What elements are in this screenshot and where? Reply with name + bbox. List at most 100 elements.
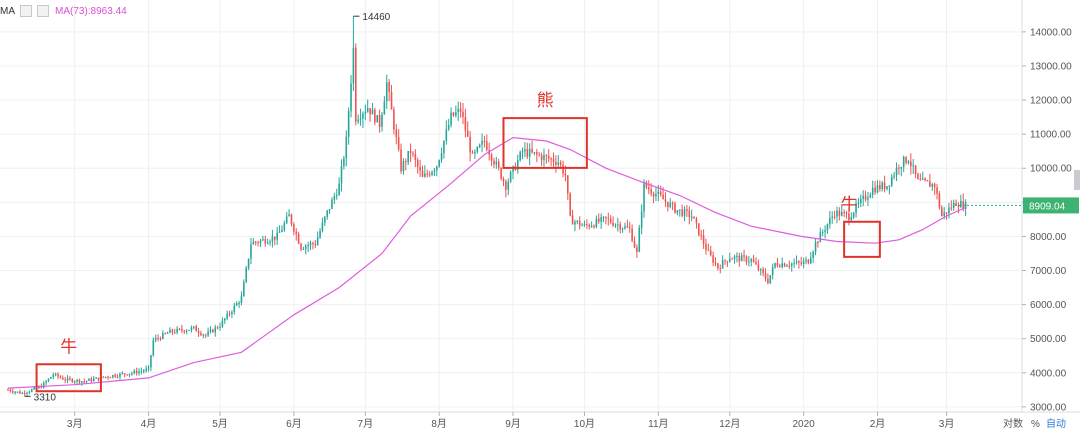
candle xyxy=(519,150,521,162)
highlight-box xyxy=(843,220,881,258)
candle xyxy=(545,154,548,164)
candle-body xyxy=(76,379,78,382)
candle-body xyxy=(886,186,888,189)
candle xyxy=(321,217,324,233)
candle xyxy=(90,376,93,384)
candle-body xyxy=(869,194,872,198)
candle-body xyxy=(138,371,140,374)
candle xyxy=(640,204,643,235)
candle-body xyxy=(755,262,757,265)
candle xyxy=(693,216,695,219)
candle-body xyxy=(855,203,857,213)
candle xyxy=(695,216,698,229)
candle-body xyxy=(664,199,667,202)
candle xyxy=(173,328,176,334)
candle xyxy=(126,374,128,376)
candle-body xyxy=(600,216,602,222)
candle-body xyxy=(11,391,14,393)
candle-body xyxy=(107,376,109,378)
candle xyxy=(59,375,62,379)
candle-body xyxy=(426,173,429,175)
candle-body xyxy=(140,371,143,373)
candle-body xyxy=(390,92,393,110)
candle xyxy=(812,250,814,263)
candle xyxy=(590,221,593,228)
candle xyxy=(474,149,476,160)
candle-body xyxy=(571,215,574,225)
candle-body xyxy=(557,162,560,165)
candle xyxy=(948,202,950,219)
percent-scale-toggle[interactable]: % xyxy=(1031,419,1040,430)
annotation-label: 牛 xyxy=(60,337,77,356)
settings-icon[interactable] xyxy=(20,5,32,17)
candle-body xyxy=(343,158,345,167)
candle xyxy=(624,222,626,230)
candle-body xyxy=(250,244,252,259)
log-scale-toggle[interactable]: 对数 xyxy=(1003,417,1023,430)
candle xyxy=(438,159,440,168)
candle xyxy=(521,147,524,160)
candle-body xyxy=(819,232,822,243)
candle-body xyxy=(447,125,450,130)
x-tick-label: 6月 xyxy=(286,418,302,430)
candle xyxy=(354,43,357,126)
last-price-badge xyxy=(1023,197,1079,214)
close-icon[interactable] xyxy=(37,5,49,17)
candle-body xyxy=(26,392,28,394)
candle xyxy=(378,109,381,133)
candle-body xyxy=(345,136,348,159)
candle xyxy=(614,223,617,229)
candle-body xyxy=(636,247,638,252)
candle-body xyxy=(88,378,90,381)
candle xyxy=(483,135,486,148)
candle xyxy=(462,103,464,125)
candle-body xyxy=(690,216,693,218)
candle xyxy=(233,302,236,315)
candle-body xyxy=(516,160,519,170)
candle xyxy=(447,118,450,131)
candle xyxy=(376,114,379,123)
candle xyxy=(469,130,471,162)
candle-body xyxy=(383,101,386,115)
candle-body xyxy=(61,377,64,380)
candle xyxy=(16,391,19,394)
candle-body xyxy=(397,137,400,150)
candle xyxy=(678,209,681,217)
candle xyxy=(921,171,924,180)
candle xyxy=(95,376,97,379)
candle-body xyxy=(912,165,915,167)
candle xyxy=(45,379,47,386)
candle-body xyxy=(555,162,557,165)
candle-body xyxy=(376,115,379,123)
auto-scale-toggle[interactable]: 自动 xyxy=(1046,417,1066,430)
candle xyxy=(757,259,760,272)
candle xyxy=(781,257,783,269)
x-tick-label: 7月 xyxy=(358,418,374,430)
candle xyxy=(809,252,812,265)
candle xyxy=(171,328,174,336)
candle-body xyxy=(583,224,586,226)
candle-body xyxy=(505,181,507,190)
candle-body xyxy=(917,174,919,179)
candle xyxy=(54,372,57,377)
candle-body xyxy=(538,154,541,156)
candle-body xyxy=(264,239,267,244)
candle xyxy=(793,258,795,268)
candle-body xyxy=(593,225,595,227)
candle xyxy=(9,388,12,393)
x-tick-label: 9月 xyxy=(505,418,521,430)
candle xyxy=(690,209,693,222)
candle xyxy=(831,211,834,224)
candle-body xyxy=(452,112,455,116)
candle xyxy=(23,390,26,397)
candle-body xyxy=(821,231,824,233)
candle-body xyxy=(45,381,47,383)
candle-body xyxy=(185,330,188,332)
candle-body xyxy=(793,263,795,265)
candle-body xyxy=(455,112,457,116)
candle-body xyxy=(783,263,786,267)
candle-body xyxy=(474,151,476,154)
candle xyxy=(743,249,745,262)
